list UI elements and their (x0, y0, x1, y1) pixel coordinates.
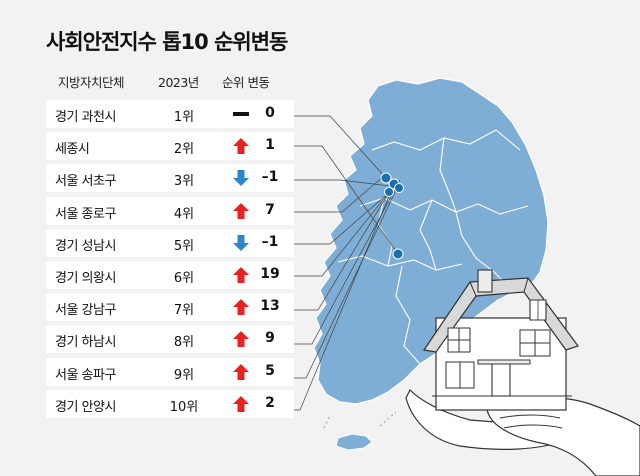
rank-value: 2위 (173, 142, 195, 158)
rank-change-value: 19 (260, 266, 280, 282)
rank-change-value: 0 (265, 105, 275, 121)
region-name: 서울 송파구 (55, 367, 116, 383)
up-arrow-icon (233, 331, 249, 348)
region-name: 경기 성남시 (55, 238, 116, 254)
pin-icon (394, 183, 404, 193)
up-arrow-icon (233, 202, 249, 219)
table-row: 경기 과천시 1위 0 (46, 100, 294, 128)
up-arrow-icon (233, 138, 249, 155)
leader-lines (294, 115, 401, 411)
rank-value: 9위 (173, 367, 195, 383)
pin-icon (392, 248, 404, 260)
region-name: 서울 종로구 (55, 206, 116, 222)
up-arrow-icon (233, 363, 249, 380)
rank-change-value: 2 (265, 394, 275, 411)
map-mainland (313, 77, 549, 405)
rank-value: 5위 (173, 238, 195, 254)
region-name: 세종시 (55, 142, 90, 158)
rank-change-value: 5 (265, 362, 275, 379)
table-row: 경기 의왕시 6위 19 (46, 261, 294, 289)
table-row: 경기 안양시 10위 2 (46, 389, 294, 418)
rank-value: 8위 (173, 335, 195, 351)
header-year: 2023년 (158, 75, 199, 90)
jeju-island (335, 433, 373, 451)
rank-value: 3위 (173, 174, 195, 190)
rank-change-value: 13 (260, 298, 280, 315)
table-row: 경기 성남시 5위 –1 (46, 228, 294, 257)
up-arrow-icon (233, 299, 249, 316)
region-name: 경기 의왕시 (55, 271, 116, 286)
house-in-hands-illustration (405, 269, 640, 476)
down-arrow-icon (233, 234, 249, 251)
rank-value: 7위 (173, 303, 195, 319)
rank-value: 4위 (173, 206, 195, 222)
table-row: 서울 서초구 3위 –1 (46, 164, 294, 193)
rank-value: 10위 (169, 399, 199, 415)
table-row: 세종시 2위 1 (46, 132, 294, 161)
table-row: 서울 송파구 9위 5 (46, 357, 294, 386)
region-name: 서울 강남구 (55, 303, 116, 319)
rank-value: 1위 (173, 110, 195, 125)
house-windows (445, 327, 551, 389)
down-arrow-icon (233, 170, 249, 187)
dash-icon (233, 112, 249, 116)
rank-change-value: 1 (265, 137, 275, 154)
rank-change-value: 9 (265, 330, 275, 347)
table-row: 경기 하남시 8위 9 (46, 325, 294, 354)
right-hand (486, 396, 640, 476)
up-arrow-icon (233, 267, 249, 283)
table-row: 서울 강남구 7위 13 (46, 293, 294, 322)
rank-change-value: –1 (261, 233, 279, 250)
south-korea-map (313, 77, 549, 451)
table-row: 서울 종로구 4위 7 (46, 196, 294, 225)
location-pins (380, 172, 404, 260)
region-name: 경기 과천시 (55, 110, 116, 125)
rank-change-value: –1 (261, 169, 279, 186)
region-name: 경기 안양시 (55, 399, 116, 415)
region-name: 경기 하남시 (55, 335, 116, 351)
rank-change-value: 7 (265, 201, 275, 218)
page-title: 사회안전지수 톱10 순위변동 (46, 30, 288, 54)
chimney (477, 269, 493, 293)
header-region: 지방자치단체 (58, 75, 125, 90)
rank-value: 6위 (173, 271, 195, 286)
pin-icon (384, 187, 394, 197)
up-arrow-icon (233, 395, 249, 412)
house-door (491, 361, 511, 397)
region-name: 서울 서초구 (55, 174, 116, 190)
header-change: 순위 변동 (222, 75, 270, 90)
pin-icon (380, 172, 392, 184)
